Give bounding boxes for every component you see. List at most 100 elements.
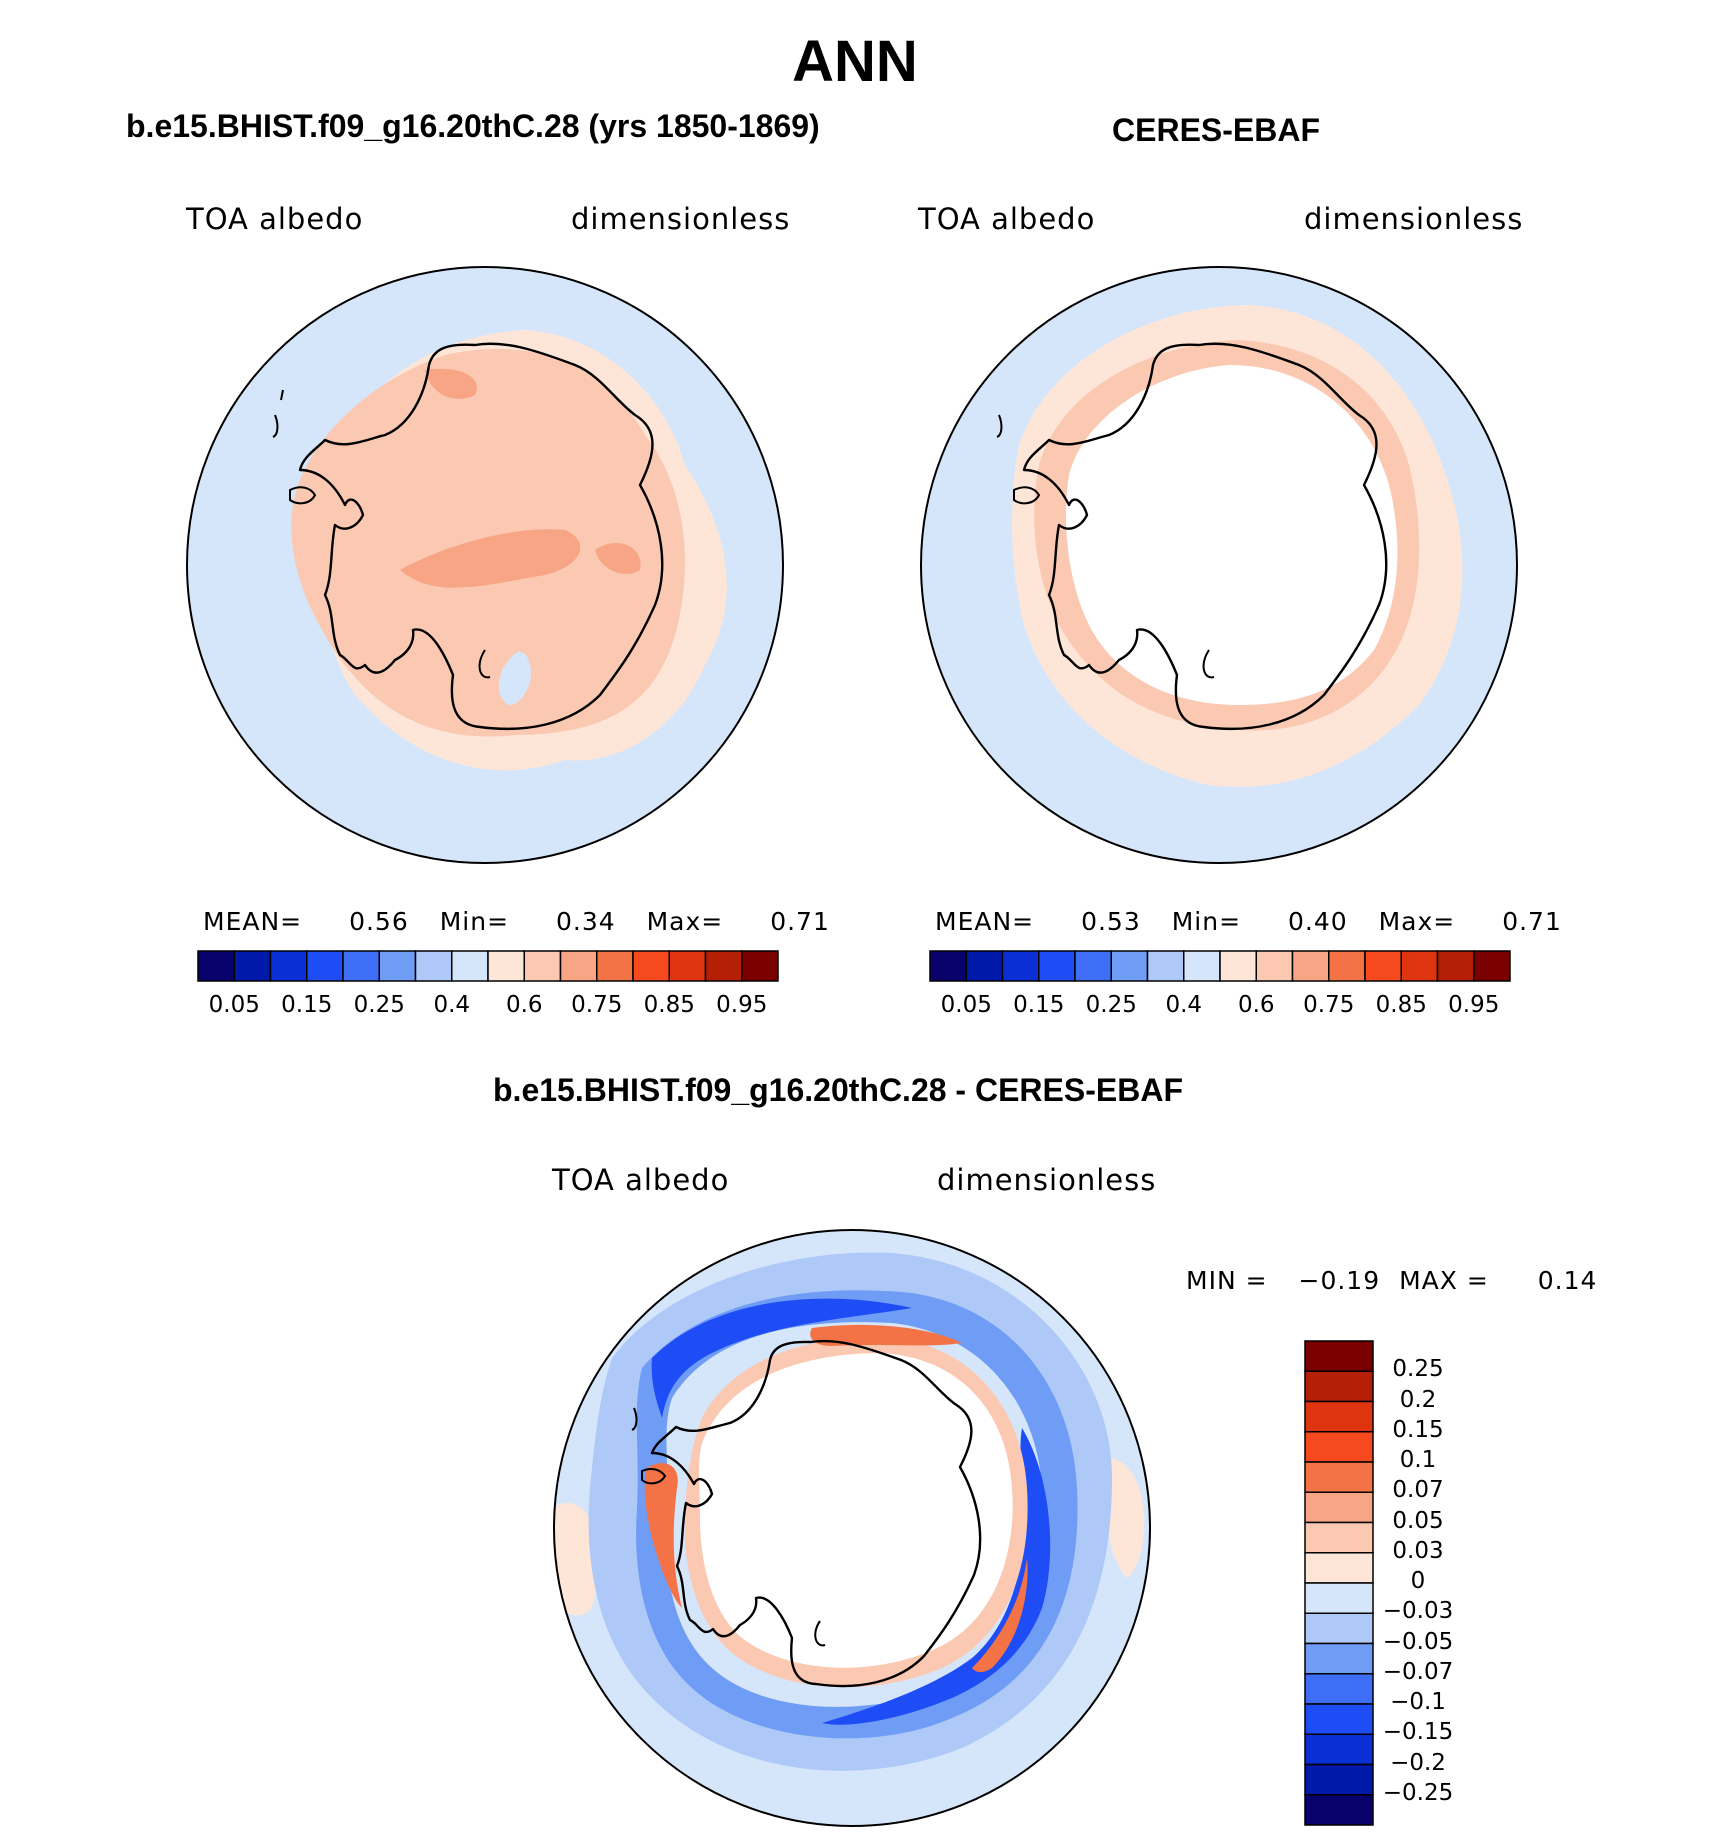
colorbar-swatch [487,950,525,982]
diff-max-value: 0.14 [1537,1266,1598,1295]
model-polar-map [186,266,784,864]
diff-variable-label: TOA albedo [552,1163,730,1197]
model-units-label: dimensionless [571,202,791,236]
strong-positive-arc [810,1324,962,1346]
obs-colorbar [929,950,1511,982]
colorbar-swatch [1304,1733,1374,1766]
colorbar-tick-label: −0.25 [1382,1779,1454,1806]
antarctica-coastline [650,1339,982,1688]
colorbar-swatch [1110,950,1149,982]
colorbar-swatch [1304,1552,1374,1584]
small-positive-patch [554,1502,599,1616]
colorbar-swatch [233,950,272,982]
colorbar-tick-label: 0.95 [1448,992,1500,1018]
colorbar-swatch [378,950,417,982]
peak-albedo-patch [425,368,477,399]
colorbar-swatch [1328,950,1366,982]
colorbar-swatch [1074,950,1112,982]
colorbar-tick-label: −0.07 [1382,1658,1454,1685]
colorbar-tick-label: 0.25 [1392,1356,1444,1383]
colorbar-swatch [741,950,779,982]
obs-variable-label: TOA albedo [918,202,1096,236]
colorbar-swatch [1304,1461,1374,1493]
colorbar-swatch [451,950,489,982]
colorbar-swatch [1364,950,1402,982]
peak-albedo-patch [400,529,581,588]
strong-positive-arc [972,1558,1028,1673]
colorbar-tick-label: −0.1 [1390,1689,1446,1715]
colorbar-swatch [1304,1370,1374,1403]
colorbar-tick-label: 0.95 [716,992,768,1018]
obs-stats: MEAN= 0.53 Min= 0.40 Max= 0.71 [935,907,1562,936]
small-positive-patch [1106,1458,1145,1578]
colorbar-swatch [414,950,453,982]
colorbar-swatch [1304,1431,1374,1463]
colorbar-tick-label: 0.03 [1392,1537,1444,1564]
panel-obs-title: CERES-EBAF [1112,112,1321,148]
colorbar-tick-label: 0.05 [1392,1507,1444,1534]
diff-minmax: MIN = −0.19 MAX = 0.14 [1186,1266,1597,1295]
colorbar-swatch [632,950,670,982]
colorbar-swatch [269,950,308,982]
colorbar-swatch [1473,950,1511,982]
figure-title: ANN [792,29,918,94]
peak-albedo-patch [595,542,641,574]
colorbar-swatch [342,950,380,982]
colorbar-tick-label: −0.15 [1382,1719,1454,1746]
colorbar-tick-label: 0.1 [1399,1447,1437,1473]
colorbar-swatch [1304,1491,1374,1524]
panel-model-title: b.e15.BHIST.f09_g16.20thC.28 (yrs 1850-1… [126,108,820,144]
model-colorbar [197,950,779,982]
colorbar-swatch [1038,950,1076,982]
colorbar-swatch [1304,1673,1374,1705]
colorbar-swatch [1255,950,1294,982]
strong-positive-arc [644,1463,682,1608]
colorbar-swatch [1183,950,1221,982]
antarctica-coastline [1022,342,1388,730]
panel-diff-title: b.e15.BHIST.f09_g16.20thC.28 - CERES-EBA… [493,1072,1183,1108]
colorbar-swatch [1001,950,1040,982]
diff-min-value: −0.19 [1298,1266,1381,1295]
diff-max-label: MAX = [1399,1266,1489,1295]
colorbar-tick-label: 0 [1410,1568,1426,1594]
no-data-region [699,1353,1013,1668]
obs-max-label: Max= [1378,907,1456,936]
colorbar-tick-label: 0.4 [1165,992,1203,1018]
colorbar-tick-label: 0.05 [208,992,260,1018]
colorbar-swatch [1304,1340,1374,1372]
strong-negative-arc [651,1298,912,1418]
antarctica-coastline [298,342,664,730]
colorbar-swatch [306,950,344,982]
model-stats: MEAN= 0.56 Min= 0.34 Max= 0.71 [203,907,830,936]
colorbar-tick-label: 0.15 [1392,1416,1444,1443]
diff-polar-map [553,1229,1151,1827]
colorbar-swatch [1304,1703,1374,1735]
colorbar-tick-label: −0.03 [1382,1598,1454,1625]
colorbar-swatch [1304,1642,1374,1675]
colorbar-tick-label: 0.25 [1085,992,1137,1018]
obs-min-value: 0.40 [1287,907,1348,936]
colorbar-swatch [523,950,562,982]
colorbar-tick-label: 0.15 [1013,992,1065,1018]
model-mean-value: 0.56 [349,907,409,936]
diff-units-label: dimensionless [937,1163,1157,1197]
colorbar-swatch [1291,950,1330,982]
diff-colorbar [1304,1340,1374,1826]
no-data-region [1065,365,1398,705]
colorbar-swatch [1219,950,1257,982]
colorbar-swatch [1304,1582,1374,1614]
model-min-label: Min= [439,907,510,936]
model-variable-label: TOA albedo [186,202,364,236]
colorbar-swatch [704,950,743,982]
colorbar-swatch [929,950,967,982]
obs-mean-value: 0.53 [1081,907,1141,936]
colorbar-tick-label: 0.85 [1375,992,1427,1018]
colorbar-swatch [965,950,1004,982]
colorbar-swatch [1304,1612,1374,1645]
colorbar-swatch [1400,950,1439,982]
colorbar-tick-label: −0.2 [1390,1749,1446,1776]
colorbar-tick-label: 0.6 [505,992,543,1018]
obs-polar-map [920,266,1518,864]
water-patch [498,651,531,705]
colorbar-swatch [1304,1521,1374,1554]
